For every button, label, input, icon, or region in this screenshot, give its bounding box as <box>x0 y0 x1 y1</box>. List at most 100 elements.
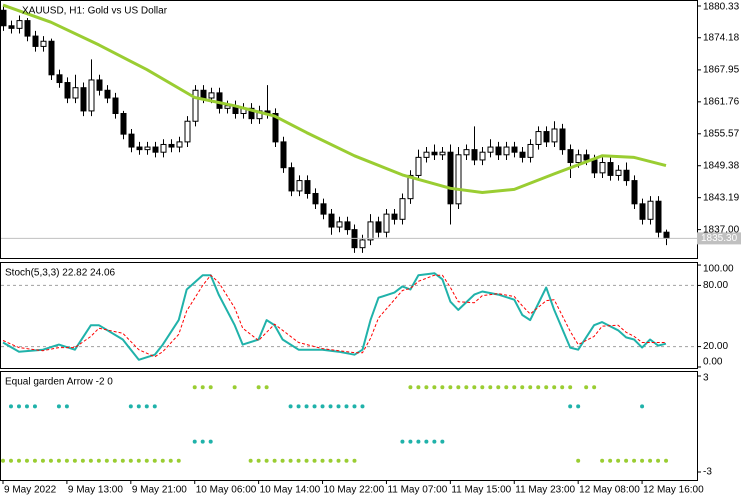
arrow-dot <box>264 385 269 390</box>
candle-body <box>439 151 446 156</box>
panel-title: Equal garden Arrow -2 0 <box>5 377 113 388</box>
arrow-dot <box>248 458 253 463</box>
x-tick-label: 11 May 07:00 <box>387 485 447 496</box>
y-tick-label: 80.00 <box>703 280 728 291</box>
signal-line <box>2 274 666 358</box>
candle-body <box>431 151 438 156</box>
arrow-dot <box>296 404 301 409</box>
y-tick-label: 100.00 <box>703 264 734 275</box>
candle-body <box>80 87 87 112</box>
candle-body <box>599 162 606 174</box>
candle-body <box>16 20 23 29</box>
arrow-dot <box>448 385 453 390</box>
candle-body <box>24 20 31 37</box>
candle-body <box>519 151 526 158</box>
candle-body <box>399 198 406 220</box>
y-tick-label: 1880.33 <box>703 2 740 13</box>
arrow-dot <box>24 404 29 409</box>
arrow-dot <box>624 458 629 463</box>
moving-average <box>2 3 667 194</box>
candle-body <box>407 174 414 200</box>
arrow-dot <box>360 404 365 409</box>
arrow-dot <box>56 404 61 409</box>
candle-body <box>56 74 63 84</box>
y-tick-label: 1843.19 <box>703 192 740 203</box>
last-price-box <box>697 232 741 245</box>
arrow-dot <box>64 404 69 409</box>
arrow-dot <box>128 404 133 409</box>
arrow-dot <box>264 458 269 463</box>
arrow-dot <box>16 404 21 409</box>
arrow-dot <box>176 458 181 463</box>
arrow-dot <box>496 385 501 390</box>
arrow-dot <box>56 458 61 463</box>
arrow-dot <box>112 458 117 463</box>
arrow-dot <box>288 458 293 463</box>
arrow-dot <box>416 385 421 390</box>
x-tick-label: 11 May 15:00 <box>451 485 511 496</box>
candle-body <box>152 146 159 153</box>
arrow-dot <box>528 385 533 390</box>
arrow-dot <box>8 404 13 409</box>
arrow-dot <box>160 458 165 463</box>
arrow-dot <box>152 458 157 463</box>
arrow-dot <box>0 458 5 463</box>
last-price-label: 1835.30 <box>701 233 738 244</box>
arrow-dot <box>584 385 589 390</box>
y-tick-label: -3 <box>703 467 712 478</box>
y-tick-label: 1855.57 <box>703 128 740 139</box>
candle-body <box>423 151 430 158</box>
x-tick-label: 10 May 06:00 <box>196 485 257 496</box>
arrow-dot <box>424 385 429 390</box>
arrow-dot <box>536 385 541 390</box>
arrow-dot <box>336 458 341 463</box>
arrow-dot <box>120 458 125 463</box>
candle-body <box>160 143 167 153</box>
candle-body <box>312 192 319 205</box>
candle-body <box>543 131 550 143</box>
candle-body <box>48 40 55 76</box>
candle-body <box>375 221 382 233</box>
candle-body <box>607 162 614 176</box>
arrow-dot <box>136 404 141 409</box>
arrow-dot <box>560 385 565 390</box>
candle-body <box>176 141 183 148</box>
arrow-dot <box>480 385 485 390</box>
candle-body <box>359 239 366 249</box>
arrow-dot <box>144 458 149 463</box>
arrow-dot <box>256 385 261 390</box>
arrow-dot <box>296 458 301 463</box>
arrow-dot <box>408 385 413 390</box>
stoch-panel <box>0 262 698 369</box>
y-tick-label: 1849.38 <box>703 160 740 171</box>
arrow-dot <box>64 458 69 463</box>
arrow-dot <box>328 404 333 409</box>
y-tick-label: 20.00 <box>703 341 728 352</box>
x-tick-label: 9 May 21:00 <box>132 485 187 496</box>
arrow-dot <box>256 458 261 463</box>
candle-body <box>479 151 486 161</box>
y-tick-label: 0.00 <box>703 357 723 368</box>
arrow-dot <box>136 458 141 463</box>
arrow-dot <box>544 385 549 390</box>
arrow-dot <box>88 458 93 463</box>
arrow-dot <box>472 385 477 390</box>
candle-body <box>288 167 295 192</box>
arrow-dot <box>200 439 205 444</box>
candle-body <box>296 180 303 192</box>
arrow-dot <box>552 385 557 390</box>
candle-body <box>248 107 255 120</box>
candle-body <box>575 154 582 164</box>
arrow-dot <box>656 458 661 463</box>
arrow-dot <box>128 458 133 463</box>
arrow-dot <box>440 439 445 444</box>
arrow-dot <box>40 458 45 463</box>
candle-body <box>184 120 191 143</box>
arrow-dot <box>576 404 581 409</box>
arrow-dot <box>568 404 573 409</box>
y-tick-label: 1874.18 <box>703 32 740 43</box>
y-tick-label: 1867.95 <box>703 65 740 76</box>
arrow-dot <box>424 439 429 444</box>
arrow-dot <box>280 458 285 463</box>
y-tick-label: 1837.00 <box>703 224 740 235</box>
